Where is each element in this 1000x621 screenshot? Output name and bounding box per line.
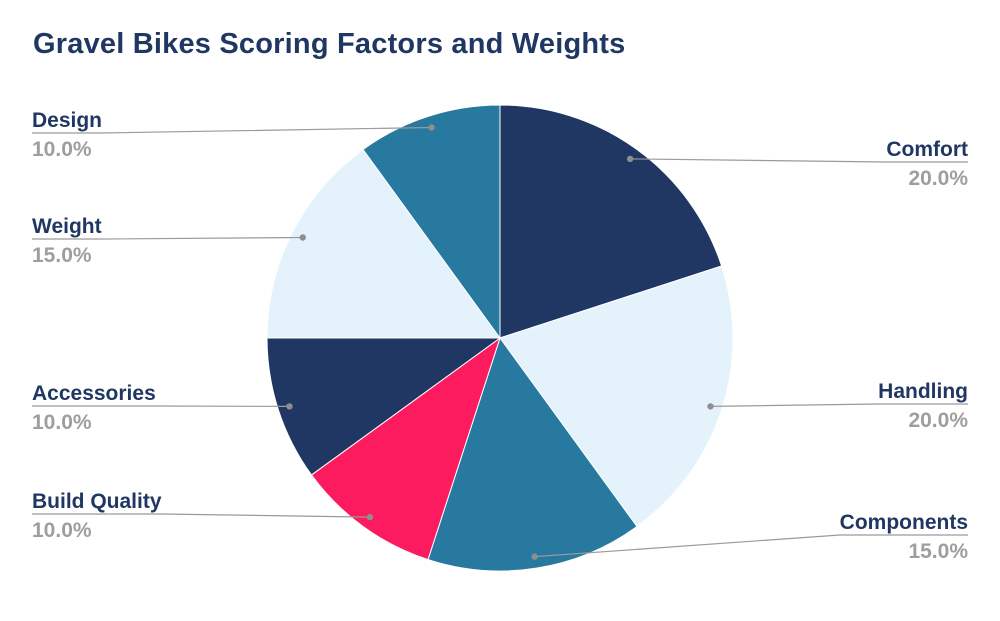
leader-dot-weight bbox=[299, 234, 306, 241]
slice-label-design: Design 10.0% bbox=[32, 109, 102, 163]
leader-line-components bbox=[534, 534, 968, 558]
leader-dot-accessories bbox=[286, 403, 293, 410]
leader-dot-handling bbox=[707, 403, 714, 410]
slice-label-name: Build Quality bbox=[32, 490, 162, 513]
pie-slice-build-quality[interactable] bbox=[311, 337, 501, 561]
slice-label-name: Handling bbox=[878, 380, 968, 403]
slice-label-percent: 15.0% bbox=[32, 244, 92, 267]
slice-label-weight: Weight 15.0% bbox=[32, 215, 102, 269]
leader-line-design bbox=[32, 126, 432, 134]
leader-dot-build-quality bbox=[366, 513, 374, 521]
leader-dot-comfort bbox=[626, 155, 634, 163]
leader-line-build-quality bbox=[32, 513, 370, 518]
slice-label-comfort: Comfort 20.0% bbox=[886, 138, 968, 192]
slice-label-accessories: Accessories 10.0% bbox=[32, 382, 156, 436]
slice-label-percent: 10.0% bbox=[32, 138, 92, 161]
pie-slice-accessories[interactable] bbox=[266, 337, 501, 476]
pie-slice-handling[interactable] bbox=[499, 265, 734, 527]
chart-title: Gravel Bikes Scoring Factors and Weights bbox=[33, 28, 626, 60]
slice-label-percent: 15.0% bbox=[908, 540, 968, 563]
pie-slice-components[interactable] bbox=[427, 337, 638, 572]
leader-dot-design bbox=[428, 124, 435, 131]
slice-label-build-quality: Build Quality 10.0% bbox=[32, 490, 162, 544]
leader-dot-components bbox=[531, 553, 538, 560]
slice-label-name: Components bbox=[839, 511, 968, 534]
pie-slice-design[interactable] bbox=[362, 104, 501, 339]
leader-line-weight bbox=[32, 236, 303, 240]
slice-label-name: Weight bbox=[32, 215, 102, 238]
slice-label-name: Accessories bbox=[32, 382, 156, 405]
leader-line-comfort bbox=[630, 158, 968, 163]
pie-slice-weight[interactable] bbox=[266, 149, 501, 339]
slice-label-name: Comfort bbox=[886, 138, 968, 161]
pie-slice-comfort[interactable] bbox=[499, 104, 723, 339]
slice-label-name: Design bbox=[32, 109, 103, 132]
slice-label-handling: Handling 20.0% bbox=[878, 380, 968, 434]
leader-line-handling bbox=[710, 403, 968, 407]
slice-label-percent: 20.0% bbox=[908, 409, 968, 432]
slice-label-percent: 10.0% bbox=[32, 519, 92, 542]
slice-label-percent: 10.0% bbox=[32, 411, 92, 434]
slice-label-components: Components 15.0% bbox=[840, 511, 968, 565]
slice-label-percent: 20.0% bbox=[908, 167, 968, 190]
